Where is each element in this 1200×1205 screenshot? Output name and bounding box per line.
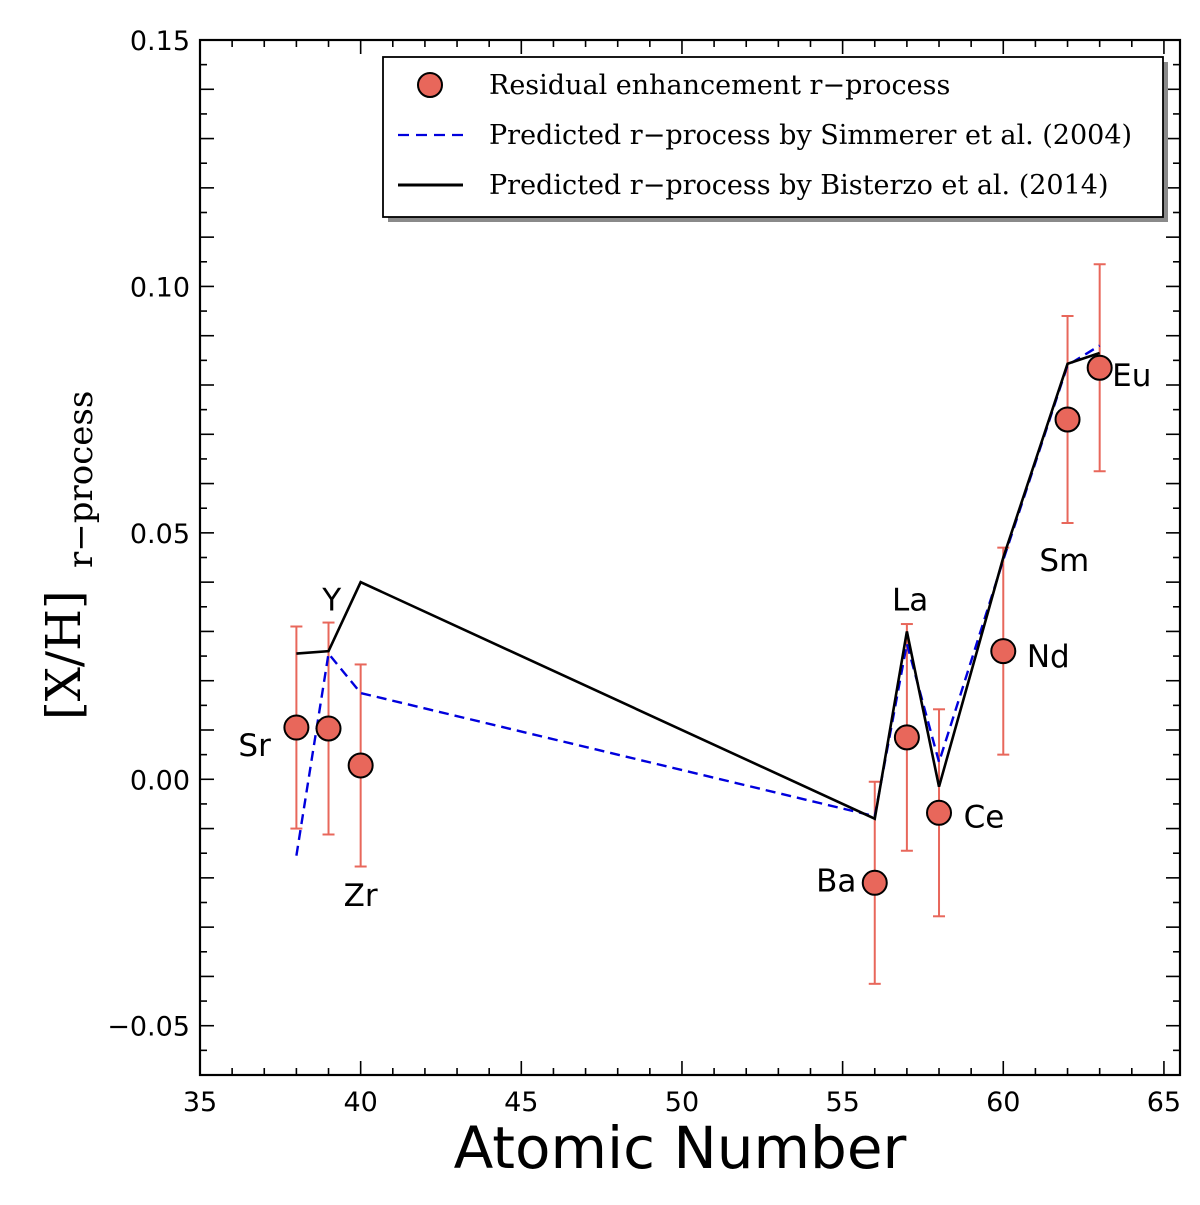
tick-labels: 35 40 45 50 55 60 65 −0.05 0.00 0.05 0.10 0.15 <box>107 26 1181 1118</box>
x-tick-label: 35 <box>183 1087 217 1118</box>
y-tick-label: 0.05 <box>130 519 190 550</box>
legend-box <box>382 56 1164 218</box>
legend-entry-bisterzo: Predicted r−process by Bisterzo et al. (… <box>489 170 1109 201</box>
axis-ticks <box>199 39 1180 1076</box>
x-tick-label: 45 <box>504 1087 538 1118</box>
legend: Residual enhancement r−process Predicted… <box>382 56 1168 222</box>
data-points <box>283 354 1113 896</box>
series-lines <box>295 344 1101 856</box>
element-label: Ce <box>964 799 1005 835</box>
y-tick-label: 0.10 <box>130 272 190 303</box>
legend-entry-simmerer: Predicted r−process by Simmerer et al. (… <box>489 120 1132 151</box>
y-tick-label: 0.15 <box>130 26 190 57</box>
x-tick-label: 65 <box>1147 1087 1181 1118</box>
x-axis-label: Atomic Number <box>454 1114 907 1182</box>
element-label: Ba <box>816 863 856 899</box>
y-axis-label: [X/H] r−process <box>36 391 101 720</box>
element-label: Zr <box>344 878 378 914</box>
x-tick-label: 50 <box>665 1087 699 1118</box>
data-point <box>1054 406 1081 433</box>
legend-entry-residual: Residual enhancement r−process <box>489 70 950 101</box>
element-label: Y <box>321 582 341 618</box>
data-point <box>861 869 888 896</box>
y-axis-label-main: [X/H] <box>36 590 92 720</box>
data-point <box>926 799 953 826</box>
y-tick-label: 0.00 <box>130 765 190 796</box>
x-tick-label: 55 <box>825 1087 859 1118</box>
x-tick-label: 40 <box>343 1087 377 1118</box>
series-line-simmerer <box>295 344 1101 856</box>
element-label: Sr <box>238 728 271 764</box>
data-point <box>283 714 310 741</box>
element-label: La <box>892 582 928 618</box>
data-point <box>347 752 374 779</box>
x-tick-label: 60 <box>986 1087 1020 1118</box>
series-line-bisterzo <box>296 351 1101 821</box>
data-point <box>990 638 1017 665</box>
data-point <box>1086 354 1113 381</box>
element-labels: Sr Y Zr Ba La Ce Nd Sm Eu <box>238 358 1151 914</box>
data-point <box>315 715 342 742</box>
element-label: Sm <box>1039 543 1089 579</box>
y-tick-label: −0.05 <box>107 1012 190 1043</box>
y-axis-label-subscript: r−process <box>61 391 101 568</box>
element-label: Eu <box>1112 358 1151 394</box>
data-point <box>893 724 920 751</box>
legend-marker-residual <box>417 72 443 98</box>
element-label: Nd <box>1027 639 1070 675</box>
